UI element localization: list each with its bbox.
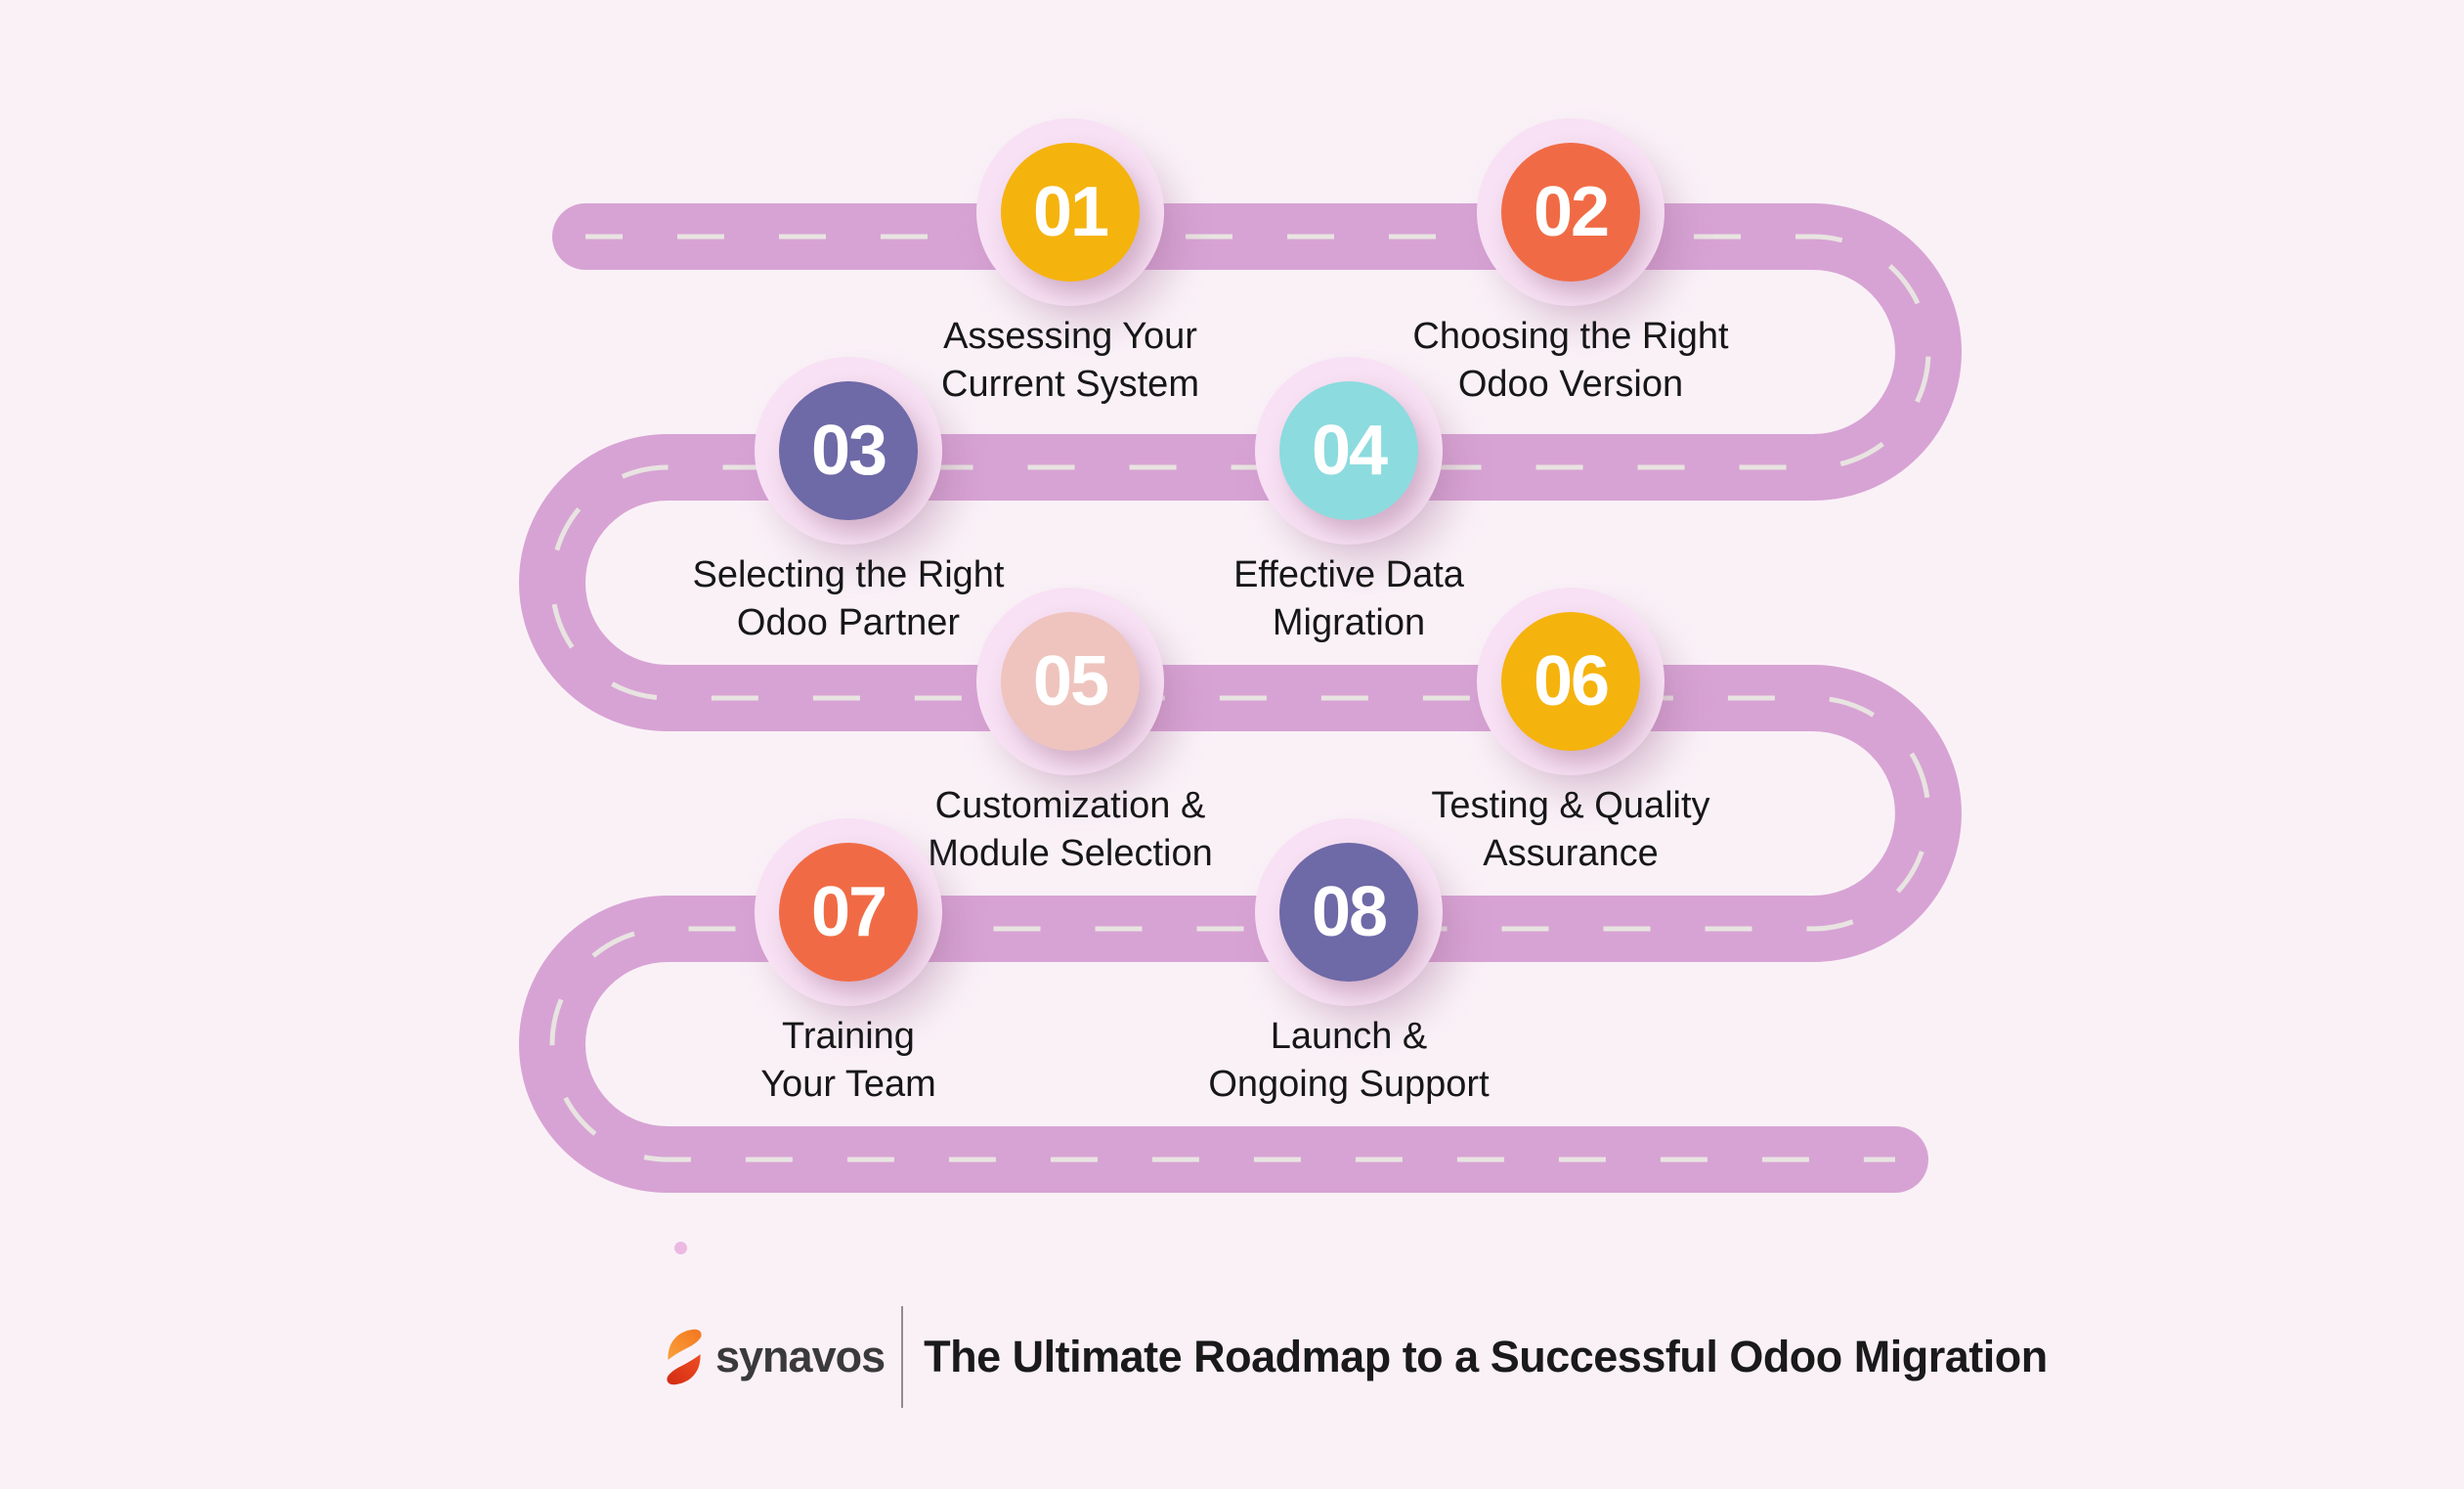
step-4-circle: 04	[1279, 381, 1418, 520]
step-8-label: Launch & Ongoing Support	[1046, 1013, 1652, 1110]
step-7-halo: 07	[755, 818, 942, 1006]
step-4-label-line1: Effective Data	[1233, 554, 1464, 595]
step-2-label: Choosing the Right Odoo Version	[1268, 313, 1874, 410]
step-7-label-line2: Your Team	[760, 1064, 936, 1106]
step-1-label-line1: Assessing Your	[943, 316, 1197, 357]
step-6-circle: 06	[1501, 612, 1640, 751]
step-1-label: Assessing Your Current System	[767, 313, 1373, 410]
step-4-number: 04	[1311, 412, 1388, 490]
step-5-label-line1: Customization &	[934, 785, 1206, 826]
step-8-number: 08	[1311, 873, 1388, 951]
step-2-label-line1: Choosing the Right	[1412, 316, 1729, 357]
step-3-label-line2: Odoo Partner	[736, 602, 961, 644]
step-1-label-line2: Current System	[941, 364, 1199, 406]
step-4-label: Effective Data Migration	[1046, 551, 1652, 648]
step-4-label-line2: Migration	[1272, 602, 1426, 644]
step-1-number: 01	[1032, 173, 1109, 251]
step-6-number: 06	[1533, 642, 1610, 721]
step-2-halo: 02	[1477, 118, 1664, 306]
step-7-marker: 07	[755, 818, 942, 1006]
step-7-number: 07	[810, 873, 887, 951]
step-2-number: 02	[1533, 173, 1610, 251]
step-2-label-line2: Odoo Version	[1457, 364, 1684, 406]
step-2-marker: 02	[1477, 118, 1664, 306]
step-8-halo: 08	[1255, 818, 1443, 1006]
step-7-label-line1: Training	[782, 1016, 915, 1057]
footer-divider	[901, 1306, 904, 1408]
step-3-label-line1: Selecting the Right	[692, 554, 1005, 595]
step-2-circle: 02	[1501, 143, 1640, 282]
step-3-circle: 03	[779, 381, 918, 520]
step-1-marker: 01	[976, 118, 1164, 306]
road-center-dashes	[549, 234, 1931, 1162]
step-5-label: Customization & Module Selection	[767, 782, 1373, 879]
step-1-halo: 01	[976, 118, 1164, 306]
step-6-label-line1: Testing & Quality	[1431, 785, 1710, 826]
step-3-label: Selecting the Right Odoo Partner	[545, 551, 1151, 648]
step-8-label-line2: Ongoing Support	[1208, 1064, 1490, 1106]
footer: synavos The Ultimate Roadmap to a Succes…	[665, 1302, 2048, 1412]
step-4-halo: 04	[1255, 357, 1443, 545]
step-3-marker: 03	[755, 357, 942, 545]
step-6-marker: 06	[1477, 588, 1664, 775]
step-7-label: Training Your Team	[545, 1013, 1151, 1110]
step-4-marker: 04	[1255, 357, 1443, 545]
step-5-circle: 05	[1001, 612, 1140, 751]
step-6-halo: 06	[1477, 588, 1664, 775]
step-5-marker: 05	[976, 588, 1164, 775]
step-1-circle: 01	[1001, 143, 1140, 282]
step-8-label-line1: Launch &	[1270, 1016, 1428, 1057]
step-7-circle: 07	[779, 843, 918, 982]
step-3-number: 03	[810, 412, 887, 490]
synavos-logo-icon	[667, 1329, 702, 1385]
step-3-halo: 03	[755, 357, 942, 545]
step-6-label-line2: Assurance	[1483, 833, 1659, 875]
brand-name: synavos	[715, 1332, 886, 1381]
decorative-dot	[674, 1242, 687, 1254]
infographic-title: The Ultimate Roadmap to a Successful Odo…	[924, 1332, 2048, 1381]
step-5-label-line2: Module Selection	[928, 833, 1213, 875]
step-8-marker: 08	[1255, 818, 1443, 1006]
step-5-halo: 05	[976, 588, 1164, 775]
step-8-circle: 08	[1279, 843, 1418, 982]
step-6-label: Testing & Quality Assurance	[1268, 782, 1874, 879]
step-5-number: 05	[1032, 642, 1109, 721]
